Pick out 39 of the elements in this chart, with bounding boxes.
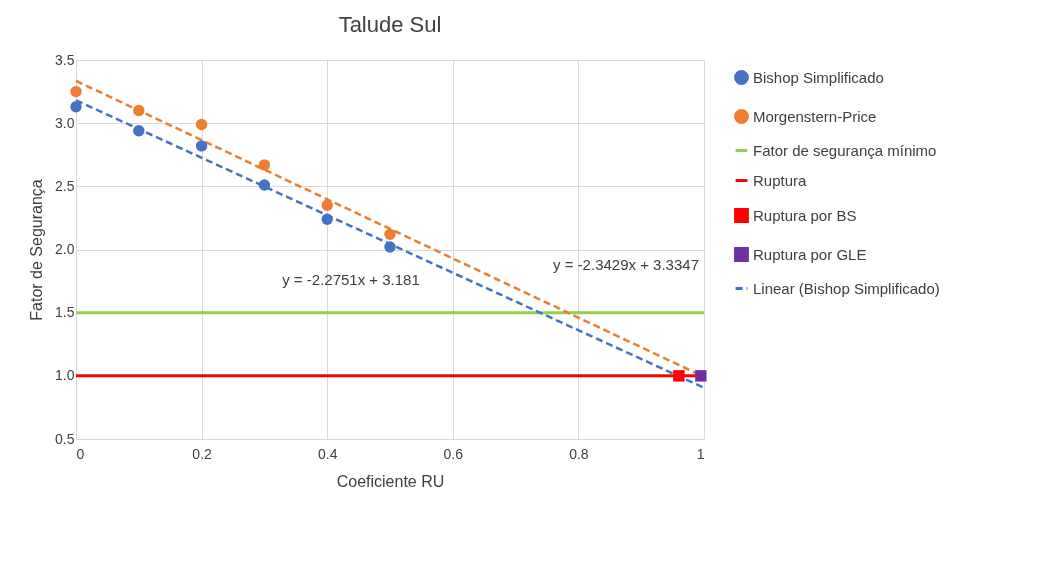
legend-label: Ruptura por BS: [753, 206, 857, 224]
y-tick-label: 3.0: [55, 114, 75, 131]
point: [258, 159, 271, 171]
y-tick-label: 1.0: [55, 367, 75, 384]
point: [695, 370, 707, 382]
point: [195, 140, 208, 152]
x-tick-label: 0.6: [443, 445, 464, 462]
x-tick-label: 0.4: [317, 445, 338, 462]
y-tick-label: 3.5: [55, 51, 75, 68]
x-tick-label: 0.8: [569, 445, 589, 462]
x-tick-label: 0: [76, 445, 85, 462]
chart-title: Talude Sul: [338, 12, 442, 37]
point: [384, 241, 396, 253]
point: [70, 101, 82, 113]
y-tick-label: 2.5: [55, 177, 75, 194]
legend-label: Morgenstern-Price: [753, 107, 877, 125]
y-tick-label: 1.5: [55, 304, 75, 321]
point: [195, 118, 208, 131]
y-tick-label: 2.0: [55, 241, 75, 257]
point: [384, 228, 396, 241]
legend-label: Linear (Bishop Simplificado): [753, 279, 940, 297]
point: [673, 370, 685, 382]
annotation: y = -2.3429x + 3.3347: [553, 256, 699, 273]
x-tick-label: 0.2: [192, 445, 213, 462]
point: [258, 179, 271, 191]
annotation: y = -2.2751x + 3.181: [282, 271, 420, 288]
legend-label: Ruptura por GLE: [753, 245, 867, 263]
x-tick-label: 1: [696, 445, 705, 462]
point: [321, 199, 333, 211]
point: [321, 213, 333, 225]
point: [133, 104, 145, 117]
legend-label: Bishop Simplificado: [753, 68, 884, 86]
legend-label: Fator de segurança mínimo: [753, 141, 937, 159]
point: [133, 125, 145, 137]
x-axis-title: Coeficiente RU: [336, 472, 445, 490]
point: [70, 85, 82, 98]
legend-label: Ruptura: [753, 171, 808, 189]
y-tick-label: 0.5: [55, 430, 75, 447]
y-axis-title: Fator de Segurança: [28, 179, 46, 321]
